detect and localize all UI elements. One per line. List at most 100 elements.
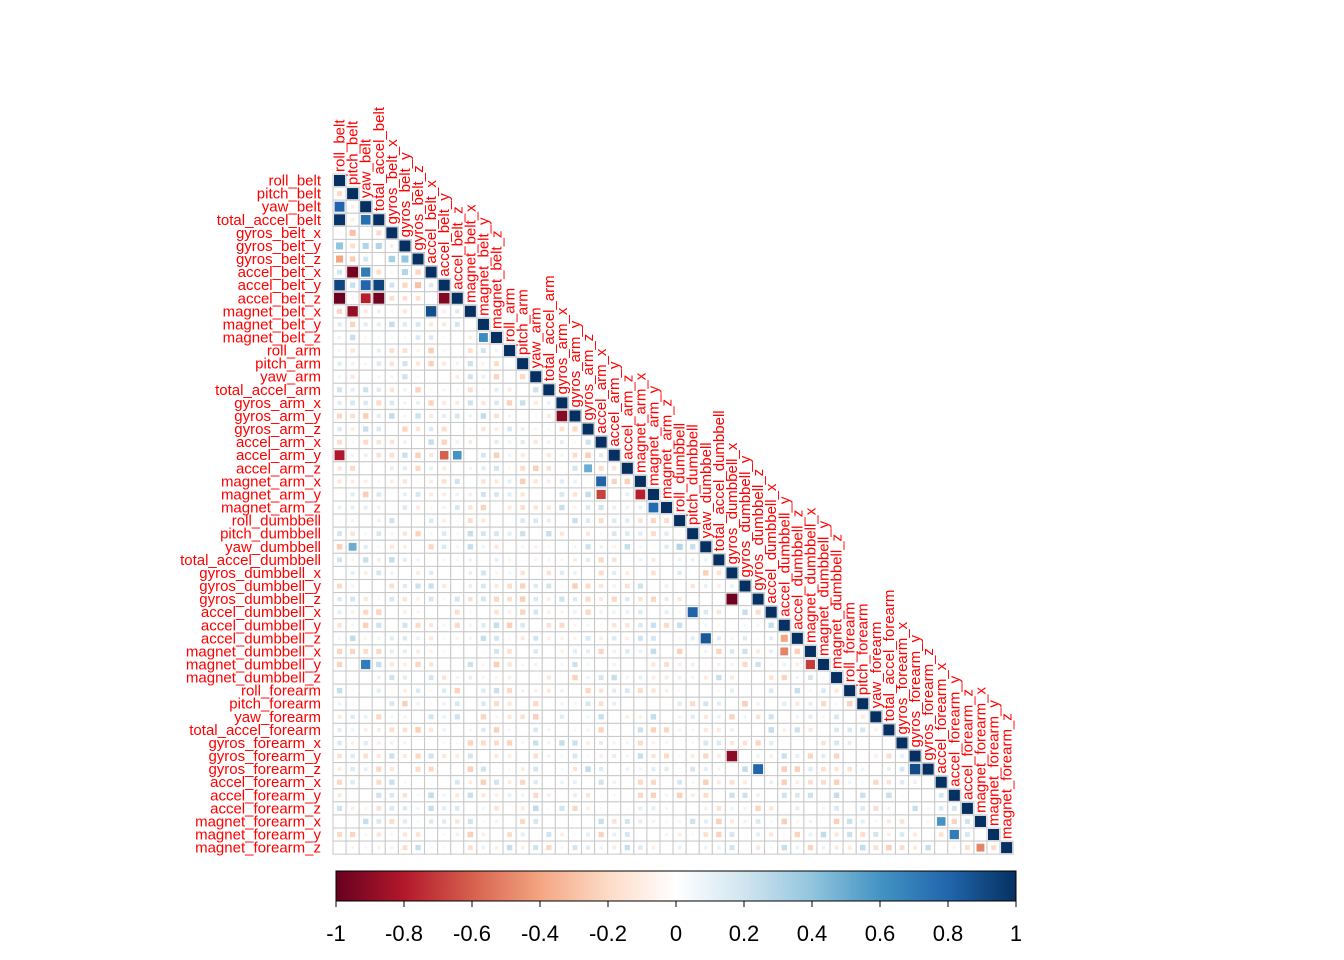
correlation-cell [742, 609, 748, 615]
cell-border [777, 735, 792, 751]
cell-border [424, 827, 439, 842]
correlation-cell [847, 818, 853, 825]
correlation-cell [428, 544, 434, 550]
cell-border [502, 539, 517, 554]
correlation-cell [755, 661, 761, 668]
correlation-cell [477, 318, 489, 330]
correlation-cell [599, 623, 603, 627]
correlation-cell [376, 806, 382, 811]
cell-border [685, 683, 700, 698]
correlation-cell [808, 727, 813, 732]
cell-border [620, 696, 635, 711]
correlation-cell [676, 792, 683, 799]
correlation-cell [690, 636, 695, 641]
correlation-cell [481, 845, 486, 850]
row-label: magnet_forearm_y [195, 827, 321, 844]
correlation-cell [596, 476, 607, 487]
cell-border [751, 722, 766, 737]
correlation-cell [743, 780, 747, 785]
correlation-cell [455, 819, 460, 824]
correlation-cell [560, 453, 564, 457]
correlation-cell [807, 792, 814, 798]
correlation-cell [363, 322, 368, 327]
correlation-cell [821, 845, 826, 850]
correlation-cell [390, 689, 394, 692]
correlation-cell [350, 348, 355, 353]
row-label: accel_forearm_y [210, 787, 321, 804]
correlation-cell [377, 336, 381, 339]
correlation-cell [468, 780, 473, 785]
correlation-cell [480, 504, 487, 511]
row-label: yaw_forearm [234, 709, 321, 726]
correlation-cell [493, 596, 500, 602]
correlation-cell [546, 466, 552, 471]
correlation-cell [389, 400, 395, 406]
correlation-cell [804, 645, 816, 657]
correlation-cell [438, 292, 450, 304]
correlation-cell [729, 688, 734, 693]
correlation-cell [349, 256, 356, 262]
correlation-cell [598, 831, 604, 838]
column-label: magnet_belt_z [489, 231, 506, 329]
correlation-cell [650, 779, 657, 785]
correlation-cell [755, 714, 761, 720]
correlation-cell [625, 623, 630, 628]
correlation-cell [494, 740, 499, 746]
correlation-cell [390, 846, 394, 850]
correlation-cell [376, 439, 382, 445]
column-label: gyros_dumbbell_y [737, 455, 754, 577]
correlation-cell [337, 557, 343, 563]
correlation-cell [691, 676, 695, 680]
correlation-cell [403, 610, 407, 614]
correlation-cell [586, 649, 590, 654]
correlation-cell [337, 335, 342, 340]
correlation-cell [637, 583, 643, 589]
correlation-cell [534, 688, 538, 693]
correlation-cell [690, 818, 696, 825]
correlation-cell [467, 400, 473, 406]
correlation-cell [546, 675, 551, 680]
correlation-cell [778, 619, 790, 631]
correlation-cell [363, 439, 369, 445]
correlation-cell [573, 702, 577, 706]
cell-border [371, 461, 386, 476]
correlation-cell [595, 436, 607, 448]
correlation-cell [494, 387, 499, 392]
correlation-cell [873, 832, 879, 837]
correlation-cell [859, 844, 866, 851]
correlation-cell [533, 596, 538, 602]
correlation-cell [598, 779, 604, 785]
correlation-cell [822, 807, 825, 810]
correlation-cell [690, 766, 696, 772]
correlation-cell [678, 820, 681, 823]
correlation-cell [625, 649, 630, 654]
column-label: magnet_belt_y [475, 217, 492, 316]
correlation-cell [795, 792, 800, 798]
correlation-cell [364, 833, 368, 836]
correlation-cell [494, 400, 499, 406]
correlation-cell [389, 361, 395, 366]
correlation-cell [415, 335, 421, 340]
correlation-cell [742, 661, 748, 668]
cell-border [868, 762, 883, 777]
correlation-cell [729, 714, 735, 720]
correlation-cell [691, 741, 694, 745]
correlation-cell [376, 609, 382, 615]
correlation-cell [729, 675, 734, 680]
correlation-cell [428, 792, 434, 799]
correlation-cell [625, 715, 630, 719]
correlation-cell [415, 413, 421, 419]
cell-border [332, 670, 347, 685]
correlation-cell [428, 426, 434, 432]
correlation-cell [612, 832, 617, 837]
correlation-cell [376, 387, 381, 392]
correlation-cell [363, 387, 369, 393]
correlation-cell [753, 764, 764, 775]
correlation-cell [926, 820, 930, 823]
correlation-cell [637, 753, 644, 759]
colorbar-tick-label: 0.8 [933, 921, 964, 946]
cell-border [450, 657, 465, 672]
row-label: accel_belt_x [238, 264, 322, 281]
correlation-cell [730, 584, 734, 588]
correlation-cell [586, 663, 590, 666]
